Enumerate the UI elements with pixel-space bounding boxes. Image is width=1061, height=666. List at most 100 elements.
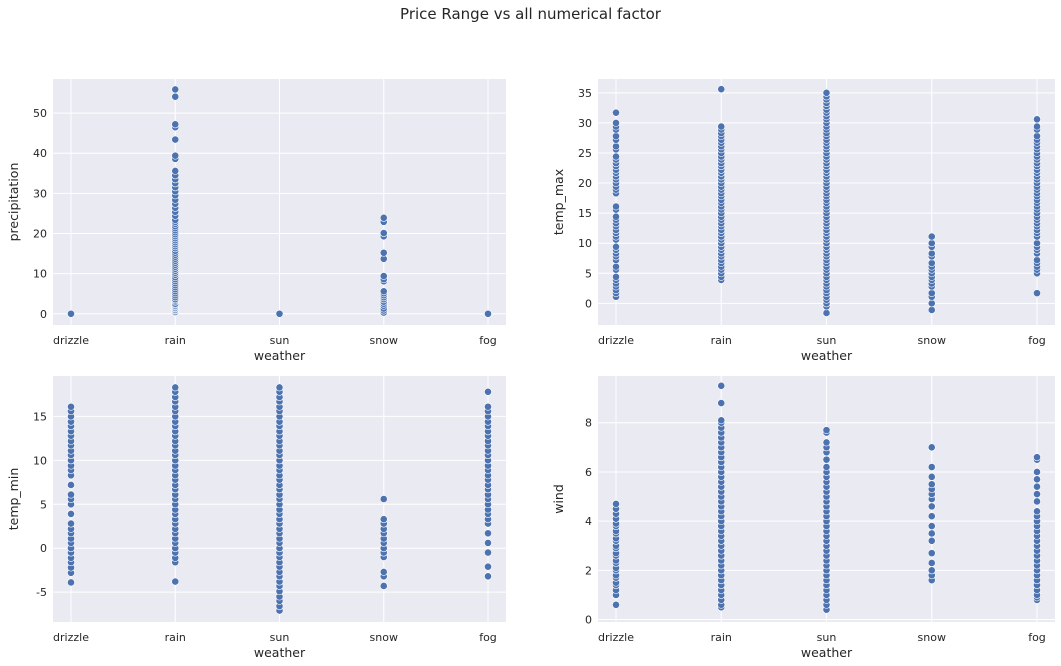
data-point-fog [484,402,492,411]
data-point-sun [275,383,284,392]
data-point-fog [1033,132,1041,141]
x-axis-label: weather [801,645,853,660]
data-point-fog [1033,239,1041,248]
data-point-fog [484,387,492,396]
data-point-fog [1033,497,1041,506]
y-tick-label: 6 [585,466,592,479]
data-point-drizzle [612,600,620,609]
y-tick-label: 0 [585,297,592,310]
data-point-fog [484,562,492,571]
data-point-fog [484,529,492,538]
y-tick-label: 10 [33,454,47,467]
y-axis-label: temp_max [551,169,566,235]
data-point-snow [379,248,388,257]
y-axis-label: temp_min [6,468,21,531]
y-tick-label: 10 [33,268,47,281]
x-axis-label: weather [254,645,306,660]
data-point-snow [927,559,936,567]
data-point-snow [927,522,936,530]
data-point-rain [717,85,726,94]
y-tick-label: 4 [585,515,592,528]
data-point-sun [822,438,831,447]
y-tick-label: -5 [36,586,47,599]
data-point-drizzle [67,578,75,587]
data-point-drizzle [67,309,75,318]
data-point-snow [927,249,936,258]
data-point-snow [927,299,936,308]
y-tick-label: 40 [33,147,47,160]
data-point-rain [171,577,180,586]
y-tick-label: 0 [585,614,592,627]
data-point-rain [717,416,726,425]
data-point-sun [822,463,831,471]
data-point-sun [822,426,831,435]
data-point-drizzle [67,481,75,489]
x-tick-label-fog: fog [1028,334,1046,347]
x-tick-label-fog: fog [479,631,497,644]
figure-suptitle: Price Range vs all numerical factor [400,5,661,23]
data-point-fog [1033,507,1041,516]
data-point-drizzle [67,490,75,499]
data-point-fog [1033,453,1041,462]
x-tick-label-drizzle: drizzle [598,334,634,347]
y-tick-label: 15 [578,207,592,220]
y-tick-label: 30 [33,187,47,200]
x-tick-label-drizzle: drizzle [53,334,89,347]
y-tick-label: 15 [33,410,47,423]
data-point-drizzle [612,152,620,161]
x-tick-label-snow: snow [370,334,398,347]
data-point-sun [822,455,831,464]
data-point-sun [275,309,284,318]
data-point-snow [927,480,936,489]
y-tick-label: 30 [578,117,592,130]
data-point-fog [1033,475,1041,484]
data-point-drizzle [612,119,620,127]
data-point-rain [171,151,180,160]
data-point-drizzle [612,142,620,151]
x-tick-label-rain: rain [711,631,732,644]
data-point-snow [927,443,936,452]
data-point-fog [484,309,492,318]
x-tick-label-drizzle: drizzle [598,631,634,644]
data-point-fog [1033,115,1041,124]
data-point-snow [379,568,388,576]
data-point-rain [171,85,180,94]
x-tick-label-rain: rain [711,334,732,347]
data-point-snow [927,472,936,481]
data-point-snow [379,272,388,280]
subplot-4: 0 2 4 6 8 drizzle rain sun snow fog weather wind [551,376,1055,660]
y-tick-label: 25 [578,147,592,160]
x-tick-label-sun: sun [817,631,837,644]
subplot-3: -5 0 5 10 15 drizzle rain sun snow fog weather temp… [6,376,506,660]
y-tick-label: 5 [40,498,47,511]
data-point-rain [717,122,726,131]
data-point-rain [171,92,180,101]
data-point-drizzle [67,402,75,411]
data-point-drizzle [67,519,75,528]
data-point-snow [379,213,388,222]
data-point-fog [484,548,492,557]
x-tick-label-fog: fog [1028,631,1046,644]
data-point-snow [927,289,936,298]
data-point-rain [171,135,180,144]
data-point-snow [379,229,388,238]
x-tick-label-sun: sun [817,334,837,347]
x-axis-label: weather [254,348,306,363]
data-point-snow [379,515,388,524]
data-point-sun [822,88,831,97]
data-point-rain [717,399,726,407]
x-tick-label-snow: snow [370,631,398,644]
data-point-snow [927,463,936,471]
data-point-drizzle [612,262,620,271]
data-point-fog [1033,482,1041,491]
x-tick-label-rain: rain [165,334,186,347]
y-tick-label: 5 [585,267,592,280]
subplot-2: 0 5 10 15 20 25 30 35 drizzle rain sun snow fog weath… [551,79,1055,363]
data-point-drizzle [612,132,620,141]
x-tick-label-snow: snow [918,631,946,644]
data-point-sun [822,309,831,317]
data-point-snow [927,536,936,545]
x-axis-label: weather [801,348,853,363]
y-tick-label: 2 [585,564,592,577]
x-tick-label-sun: sun [270,334,290,347]
